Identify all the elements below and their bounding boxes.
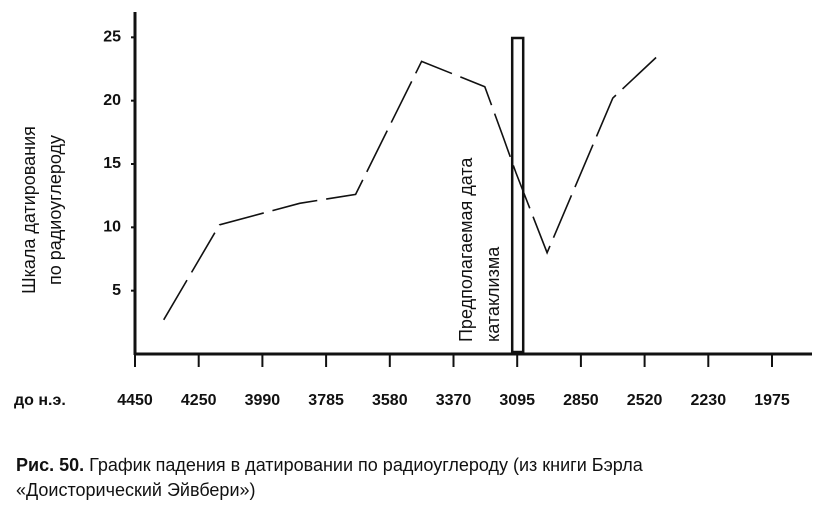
x-tick-label: 3785 xyxy=(308,392,344,409)
x-tick-label: 3370 xyxy=(436,392,472,409)
caption-label: Рис. 50. xyxy=(16,455,84,475)
y-tick-label: 10 xyxy=(103,219,121,236)
x-tick-label: 2230 xyxy=(691,392,727,409)
y-axis-label: Шкала датирования по радиоуглероду xyxy=(19,126,65,294)
x-tick-label: 4450 xyxy=(117,392,153,409)
x-tick-label: 3095 xyxy=(499,392,535,409)
cataclysm-marker xyxy=(510,36,525,354)
y-axis-label-line: по радиоуглероду xyxy=(45,135,65,285)
x-tick-label: 4250 xyxy=(181,392,217,409)
x-axis-label: до н.э. xyxy=(14,392,66,409)
annotation-text: катаклизма xyxy=(483,246,503,342)
caption-line: «Доисторический Эйвбери») xyxy=(16,480,256,500)
y-tick-label: 25 xyxy=(103,29,121,46)
caption-line: Рис. 50. График падения в датировании по … xyxy=(16,455,644,475)
caption-text: График падения в датировании по радиоугл… xyxy=(89,455,644,475)
y-tick-label: 5 xyxy=(112,282,121,299)
y-tick-label: 20 xyxy=(103,92,121,109)
x-tick-label: 2520 xyxy=(627,392,663,409)
y-axis-label-line: Шкала датирования xyxy=(19,126,39,294)
annotation-text: Предполагаемая дата xyxy=(456,157,476,342)
data-line xyxy=(163,53,661,321)
x-tick-label: 3580 xyxy=(372,392,408,409)
x-tick-label: 3990 xyxy=(245,392,281,409)
y-tick-label: 15 xyxy=(103,155,121,172)
x-tick-label: 2850 xyxy=(563,392,599,409)
x-tick-label: 1975 xyxy=(754,392,790,409)
